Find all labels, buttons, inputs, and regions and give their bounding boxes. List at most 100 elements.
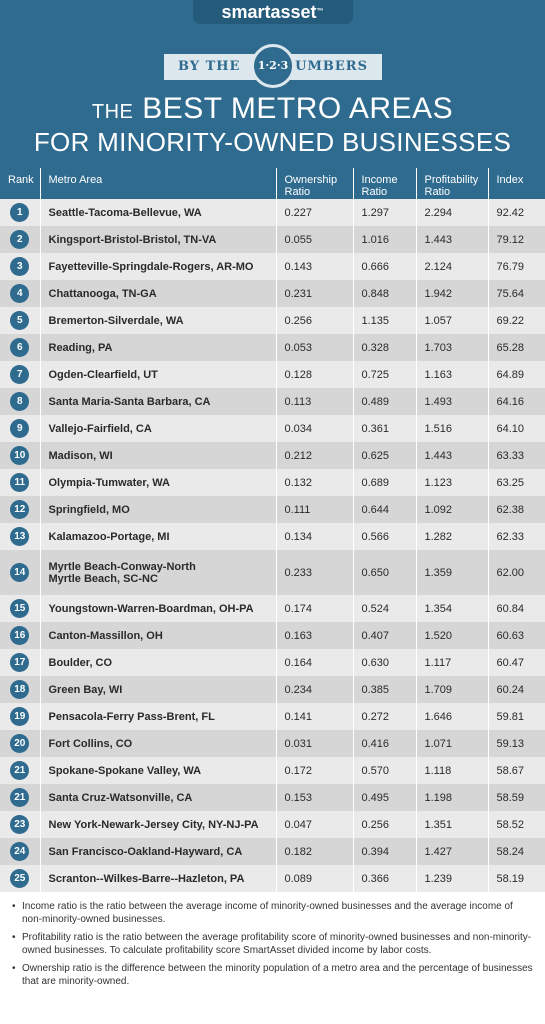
col-header-ownership-1: Ownership	[284, 174, 338, 186]
rank-badge: 20	[10, 734, 30, 753]
rank-cell: 8	[0, 388, 40, 415]
index-cell: 62.00	[487, 550, 545, 595]
rank-cell: 21	[0, 757, 40, 784]
income-cell: 0.272	[352, 703, 416, 730]
metro-cell: Kalamazoo-Portage, MI	[39, 523, 276, 550]
ownership-cell: 0.163	[275, 622, 353, 649]
rank-badge: 1	[10, 203, 30, 222]
ownership-cell: 0.172	[275, 757, 353, 784]
income-cell: 0.848	[352, 280, 416, 307]
rank-badge: 21	[10, 761, 30, 780]
ownership-cell: 0.233	[275, 550, 353, 595]
ranking-table: Rank Metro Area Ownership Ratio Income Rat…	[0, 168, 545, 892]
table-row: 21 Spokane-Spokane Valley, WA 0.172 0.570 1.…	[0, 757, 545, 784]
rank-cell: 23	[0, 811, 40, 838]
profitability-cell: 1.427	[415, 838, 488, 865]
income-cell: 0.489	[352, 388, 416, 415]
ribbon-right-text: NUMBERS	[282, 59, 368, 74]
profitability-cell: 1.092	[415, 496, 488, 523]
footnote-item: • Ownership ratio is the difference betwe…	[12, 962, 533, 988]
table-row: 6 Reading, PA 0.053 0.328 1.703 65.28	[0, 334, 545, 361]
title-the: THE	[91, 101, 134, 123]
metro-cell: Youngstown-Warren-Boardman, OH-PA	[39, 595, 276, 622]
rank-badge: 9	[10, 419, 30, 438]
col-header-income: Income Ratio	[352, 168, 416, 199]
profitability-cell: 1.198	[415, 784, 488, 811]
title-line-1: THE BEST METRO AREAS	[0, 92, 545, 126]
income-cell: 0.361	[352, 415, 416, 442]
table-row: 18 Green Bay, WI 0.234 0.385 1.709 60.24	[0, 676, 545, 703]
profitability-cell: 2.124	[415, 253, 488, 280]
metro-cell: Olympia-Tumwater, WA	[39, 469, 276, 496]
profitability-cell: 1.709	[415, 676, 488, 703]
col-header-ownership: Ownership Ratio	[275, 168, 353, 199]
index-cell: 58.59	[487, 784, 545, 811]
table-row: 20 Fort Collins, CO 0.031 0.416 1.071 59.13	[0, 730, 545, 757]
rank-cell: 21	[0, 784, 40, 811]
income-cell: 1.016	[352, 226, 416, 253]
metro-cell: Spokane-Spokane Valley, WA	[39, 757, 276, 784]
rank-badge: 8	[10, 392, 30, 411]
profitability-cell: 1.057	[415, 307, 488, 334]
rank-cell: 12	[0, 496, 40, 523]
ownership-cell: 0.055	[275, 226, 353, 253]
index-cell: 62.38	[487, 496, 545, 523]
index-cell: 59.13	[487, 730, 545, 757]
index-cell: 62.33	[487, 523, 545, 550]
income-cell: 1.297	[352, 199, 416, 226]
numbers-badge: 1·2·3	[251, 44, 295, 88]
table-row: 8 Santa Maria-Santa Barbara, CA 0.113 0.489…	[0, 388, 545, 415]
index-cell: 60.63	[487, 622, 545, 649]
table-row: 23 New York-Newark-Jersey City, NY-NJ-PA 0…	[0, 811, 545, 838]
rank-cell: 13	[0, 523, 40, 550]
index-cell: 58.52	[487, 811, 545, 838]
ownership-cell: 0.031	[275, 730, 353, 757]
ownership-cell: 0.174	[275, 595, 353, 622]
profitability-cell: 1.282	[415, 523, 488, 550]
rank-badge: 6	[10, 338, 30, 357]
rank-badge: 4	[10, 284, 30, 303]
col-header-profitability: Profitability Ratio	[415, 168, 488, 199]
rank-cell: 1	[0, 199, 40, 226]
income-cell: 0.416	[352, 730, 416, 757]
income-cell: 0.566	[352, 523, 416, 550]
brand-logo: smartasset™	[192, 0, 353, 24]
income-cell: 0.407	[352, 622, 416, 649]
metro-cell: Chattanooga, TN-GA	[39, 280, 276, 307]
ownership-cell: 0.132	[275, 469, 353, 496]
index-cell: 59.81	[487, 703, 545, 730]
metro-cell: Boulder, CO	[39, 649, 276, 676]
rank-badge: 5	[10, 311, 30, 330]
table-row: 3 Fayetteville-Springdale-Rogers, AR-MO 0.…	[0, 253, 545, 280]
index-cell: 75.64	[487, 280, 545, 307]
table-row: 1 Seattle-Tacoma-Bellevue, WA 0.227 1.297 2.…	[0, 199, 545, 226]
header-banner: smartasset™ BY THE NUMBERS 1·2·3 THE BES…	[0, 0, 545, 168]
rank-cell: 18	[0, 676, 40, 703]
profitability-cell: 1.117	[415, 649, 488, 676]
col-header-ownership-2: Ratio	[284, 186, 311, 198]
income-cell: 0.524	[352, 595, 416, 622]
income-cell: 0.256	[352, 811, 416, 838]
profitability-cell: 1.703	[415, 334, 488, 361]
income-cell: 0.725	[352, 361, 416, 388]
profitability-cell: 2.294	[415, 199, 488, 226]
ownership-cell: 0.111	[275, 496, 353, 523]
ownership-cell: 0.231	[275, 280, 353, 307]
table-row: 16 Canton-Massillon, OH 0.163 0.407 1.520 60.…	[0, 622, 545, 649]
index-cell: 63.25	[487, 469, 545, 496]
income-cell: 0.328	[352, 334, 416, 361]
rank-badge: 15	[10, 599, 30, 618]
table-row: 10 Madison, WI 0.212 0.625 1.443 63.33	[0, 442, 545, 469]
rank-badge: 25	[10, 869, 30, 888]
table-row: 4 Chattanooga, TN-GA 0.231 0.848 1.942 75.64	[0, 280, 545, 307]
profitability-cell: 1.071	[415, 730, 488, 757]
rank-cell: 20	[0, 730, 40, 757]
col-header-profitability-2: Ratio	[424, 186, 451, 198]
profitability-cell: 1.351	[415, 811, 488, 838]
index-cell: 92.42	[487, 199, 545, 226]
profitability-cell: 1.359	[415, 550, 488, 595]
metro-cell: San Francisco-Oakland-Hayward, CA	[39, 838, 276, 865]
rank-badge: 17	[10, 653, 30, 672]
title-main: BEST METRO AREAS	[142, 92, 454, 125]
col-header-income-1: Income	[361, 174, 398, 186]
